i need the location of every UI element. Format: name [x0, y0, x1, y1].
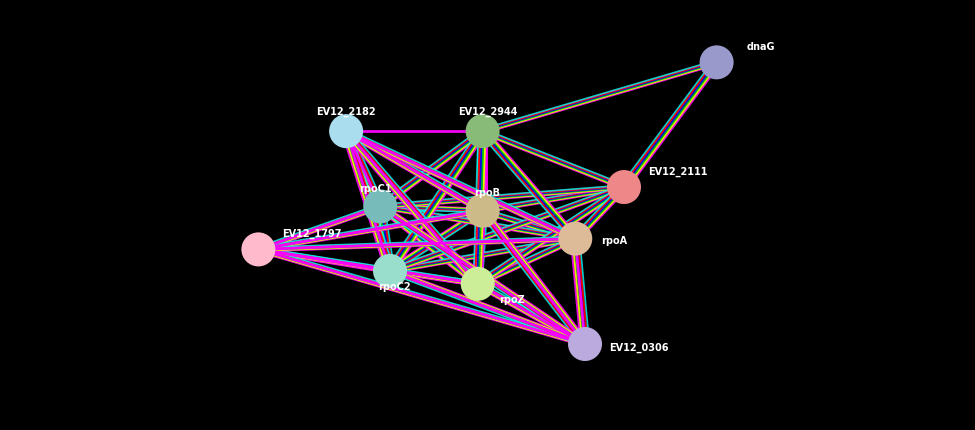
Point — [709, 59, 724, 66]
Point — [475, 207, 490, 214]
Text: rpoZ: rpoZ — [499, 295, 525, 305]
Text: EV12_1797: EV12_1797 — [282, 229, 342, 240]
Point — [616, 184, 632, 190]
Point — [577, 341, 593, 347]
Text: EV12_2944: EV12_2944 — [457, 107, 518, 117]
Point — [382, 267, 398, 274]
Text: rpoB: rpoB — [475, 188, 500, 199]
Text: rpoC2: rpoC2 — [378, 282, 411, 292]
Point — [372, 203, 388, 210]
Point — [470, 280, 486, 287]
Text: rpoC1: rpoC1 — [359, 184, 392, 194]
Point — [567, 235, 583, 242]
Text: EV12_0306: EV12_0306 — [608, 342, 669, 353]
Text: EV12_2111: EV12_2111 — [647, 167, 708, 177]
Point — [251, 246, 266, 253]
Text: EV12_2182: EV12_2182 — [316, 107, 376, 117]
Point — [338, 128, 354, 135]
Point — [475, 128, 490, 135]
Text: dnaG: dnaG — [746, 42, 775, 52]
Text: rpoA: rpoA — [602, 236, 627, 246]
